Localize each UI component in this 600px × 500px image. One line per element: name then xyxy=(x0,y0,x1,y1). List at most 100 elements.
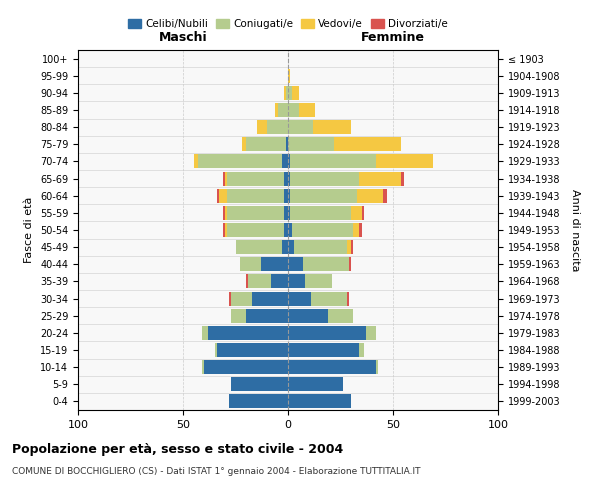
Bar xyxy=(215,343,217,357)
Bar xyxy=(223,206,225,220)
Bar xyxy=(328,308,353,322)
Bar xyxy=(288,394,351,408)
Bar xyxy=(246,308,288,322)
Bar xyxy=(286,138,288,151)
Bar xyxy=(284,206,288,220)
Bar xyxy=(267,120,288,134)
Bar xyxy=(288,138,334,151)
Bar xyxy=(284,188,288,202)
Bar xyxy=(223,172,225,185)
Bar xyxy=(349,258,351,272)
Bar xyxy=(284,172,288,185)
Bar xyxy=(288,103,299,117)
Y-axis label: Anni di nascita: Anni di nascita xyxy=(570,188,580,271)
Bar xyxy=(313,120,351,134)
Bar xyxy=(288,188,290,202)
Bar xyxy=(288,86,292,100)
Y-axis label: Fasce di età: Fasce di età xyxy=(25,197,34,263)
Bar xyxy=(232,378,288,392)
Bar xyxy=(246,274,248,288)
Bar xyxy=(227,206,284,220)
Bar xyxy=(208,326,288,340)
Text: COMUNE DI BOCCHIGLIERO (CS) - Dati ISTAT 1° gennaio 2004 - Elaborazione TUTTITAL: COMUNE DI BOCCHIGLIERO (CS) - Dati ISTAT… xyxy=(12,468,421,476)
Bar xyxy=(351,206,361,220)
Bar xyxy=(282,154,288,168)
Bar xyxy=(232,308,246,322)
Bar xyxy=(217,188,218,202)
Bar xyxy=(225,172,227,185)
Bar xyxy=(235,240,282,254)
Bar xyxy=(290,172,359,185)
Bar xyxy=(275,103,277,117)
Bar xyxy=(288,206,290,220)
Bar xyxy=(358,188,383,202)
Bar xyxy=(288,223,292,237)
Bar xyxy=(288,360,376,374)
Bar xyxy=(288,326,366,340)
Bar xyxy=(229,394,288,408)
Bar xyxy=(202,360,204,374)
Bar xyxy=(288,258,303,272)
Bar xyxy=(284,86,286,100)
Bar xyxy=(290,188,358,202)
Bar xyxy=(225,223,227,237)
Bar xyxy=(242,138,246,151)
Bar xyxy=(299,103,316,117)
Bar xyxy=(401,172,404,185)
Bar xyxy=(288,274,305,288)
Bar xyxy=(288,240,295,254)
Bar xyxy=(288,154,290,168)
Bar xyxy=(288,120,313,134)
Bar xyxy=(197,154,282,168)
Bar xyxy=(286,86,288,100)
Bar xyxy=(290,154,376,168)
Bar xyxy=(227,188,284,202)
Text: Femmine: Femmine xyxy=(361,31,425,44)
Bar xyxy=(305,274,332,288)
Bar xyxy=(311,292,347,306)
Bar xyxy=(288,343,359,357)
Bar xyxy=(271,274,288,288)
Bar xyxy=(376,154,433,168)
Bar xyxy=(193,154,198,168)
Bar xyxy=(225,206,227,220)
Bar xyxy=(229,292,232,306)
Bar xyxy=(347,292,349,306)
Bar xyxy=(334,138,401,151)
Bar xyxy=(232,292,252,306)
Bar xyxy=(257,120,267,134)
Bar xyxy=(227,223,284,237)
Bar xyxy=(290,206,351,220)
Bar xyxy=(359,223,362,237)
Bar xyxy=(292,223,353,237)
Bar xyxy=(277,103,288,117)
Text: Popolazione per età, sesso e stato civile - 2004: Popolazione per età, sesso e stato civil… xyxy=(12,442,343,456)
Bar xyxy=(303,258,349,272)
Text: Maschi: Maschi xyxy=(158,31,208,44)
Bar xyxy=(347,240,351,254)
Bar xyxy=(227,172,284,185)
Bar xyxy=(295,240,347,254)
Bar xyxy=(292,86,299,100)
Bar xyxy=(288,378,343,392)
Legend: Celibi/Nubili, Coniugati/e, Vedovi/e, Divorziati/e: Celibi/Nubili, Coniugati/e, Vedovi/e, Di… xyxy=(124,15,452,34)
Bar xyxy=(202,326,208,340)
Bar xyxy=(204,360,288,374)
Bar xyxy=(288,68,290,82)
Bar xyxy=(240,258,260,272)
Bar xyxy=(223,223,225,237)
Bar xyxy=(361,206,364,220)
Bar xyxy=(248,274,271,288)
Bar xyxy=(359,343,364,357)
Bar xyxy=(217,343,288,357)
Bar xyxy=(288,292,311,306)
Bar xyxy=(288,308,328,322)
Bar xyxy=(282,240,288,254)
Bar xyxy=(252,292,288,306)
Bar xyxy=(383,188,387,202)
Bar xyxy=(376,360,379,374)
Bar xyxy=(288,172,290,185)
Bar xyxy=(359,172,401,185)
Bar xyxy=(284,223,288,237)
Bar xyxy=(218,188,227,202)
